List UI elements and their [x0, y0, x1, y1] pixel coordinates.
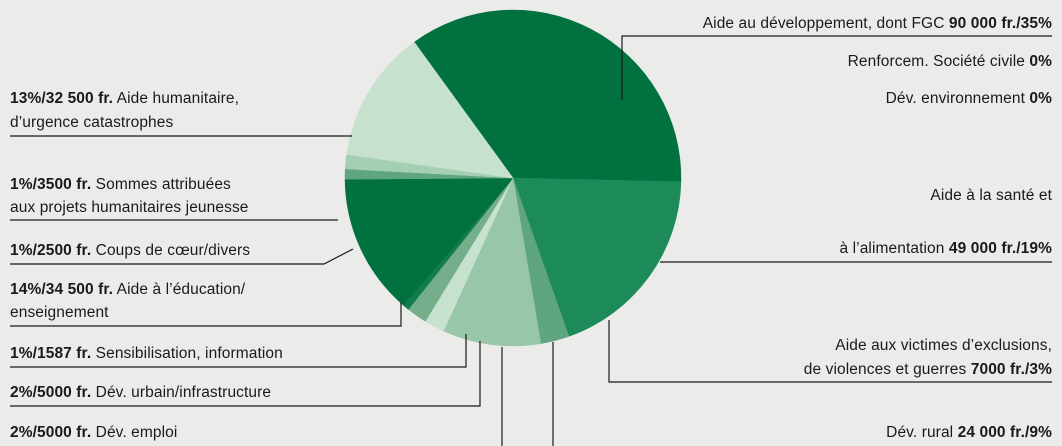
- label-sante-line2: à l’alimentation 49 000 fr./19%: [839, 240, 1052, 257]
- pie-slice-rural: [443, 177, 542, 347]
- label-environnement: Dév. environnement 0%: [885, 90, 1052, 107]
- label-dev-urbain: 2%/5000 fr. Dév. urbain/infrastructure: [10, 384, 272, 401]
- leader-lines: [10, 35, 1052, 446]
- label-victimes-line1: Aide aux victimes d’exclusions,: [835, 337, 1052, 354]
- label-victimes-line2: de violences et guerres 7000 fr./3%: [803, 361, 1052, 378]
- label-dev-emploi: 2%/5000 fr. Dév. emploi: [10, 424, 178, 441]
- label-sensibilisation: 1%/1587 fr. Sensibilisation, information: [10, 345, 283, 362]
- pie-slice-humanit: [346, 41, 514, 179]
- label-jeunesse-line1: 1%/3500 fr. Sommes attribuées: [10, 176, 231, 193]
- leader-line-urbain: [10, 341, 481, 407]
- leader-line-educ: [10, 302, 402, 327]
- label-education-line1: 14%/34 500 fr. Aide à l’éducation/: [10, 281, 246, 298]
- pie-slice-educ: [344, 177, 514, 306]
- label-societe-civile: Renforcem. Société civile 0%: [847, 53, 1052, 70]
- label-humanitaire-line2: d’urgence catastrophes: [10, 114, 174, 131]
- label-humanitaire-line1: 13%/32 500 fr. Aide humanitaire,: [10, 90, 239, 107]
- label-sante-line1: Aide à la santé et: [930, 187, 1052, 204]
- label-dev: Aide au développement, dont FGC 90 000 f…: [702, 15, 1052, 32]
- label-education-line2: enseignement: [10, 304, 109, 321]
- pie-slice-dev: [413, 9, 682, 182]
- label-coups-de-coeur: 1%/2500 fr. Coups de cœur/divers: [10, 242, 251, 259]
- leader-line-coups: [10, 248, 354, 265]
- leader-line-sensib: [10, 334, 467, 368]
- label-jeunesse-line2: aux projets humanitaires jeunesse: [10, 199, 249, 216]
- leader-line-victimes: [608, 320, 1052, 383]
- pie-slices: [344, 9, 682, 347]
- leader-line-dev: [621, 35, 1052, 100]
- label-rural: Dév. rural 24 000 fr./9%: [886, 424, 1052, 441]
